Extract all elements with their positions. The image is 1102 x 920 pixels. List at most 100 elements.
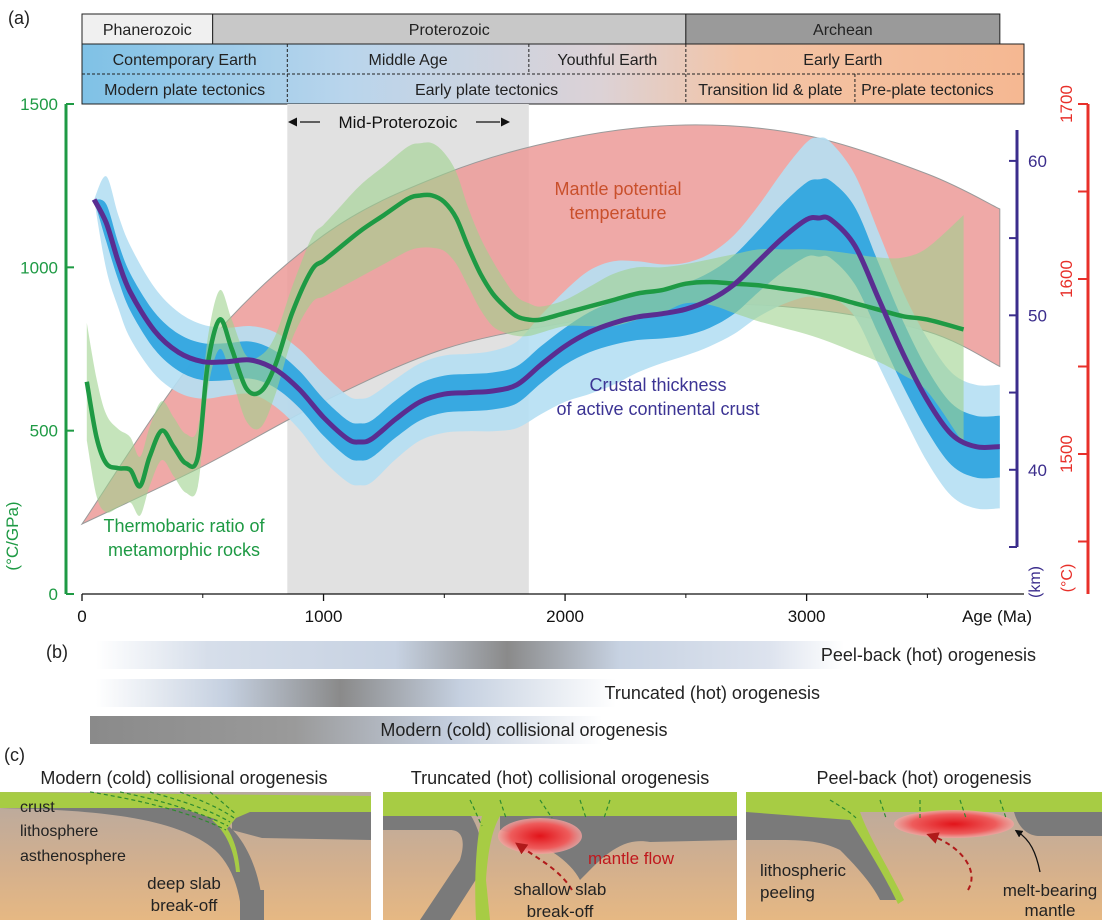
sketch-2-crust <box>383 792 737 920</box>
left-arrow-icon <box>288 117 297 127</box>
x-axis-label: Age (Ma) <box>962 607 1032 626</box>
panel-c: (c) Modern (cold) collisional orogenesis <box>0 745 1102 920</box>
sketch-1-title: Modern (cold) collisional orogenesis <box>40 768 327 788</box>
eon-cell <box>212 13 687 45</box>
crust-thickness-line-layer <box>91 198 1000 451</box>
thermo-annotation-2: metamorphic rocks <box>108 540 260 560</box>
crust-thickness-line <box>91 198 1000 451</box>
temp-axis-label: (°C) <box>1059 564 1076 593</box>
modern-bar <box>90 716 602 744</box>
thermobaric-line <box>84 192 965 489</box>
sketch-1-right-lithosphere <box>232 806 371 840</box>
sketch-3-crust <box>746 792 1102 904</box>
eon-cell <box>685 13 1001 45</box>
temp-tick-label: 1600 <box>1057 260 1076 298</box>
sketch-1-lithosphere-label: lithosphere <box>20 823 98 840</box>
regime-label: Early plate tectonics <box>415 82 558 99</box>
sketch-1-slab-label-2: break-off <box>151 896 218 915</box>
era-label: Contemporary Earth <box>113 52 257 69</box>
sketch-1-slab-crust <box>212 820 240 872</box>
temp-tick-label: 1700 <box>1057 85 1076 123</box>
sketch-3-pointer-arrow <box>1014 829 1041 873</box>
sketch-2-title: Truncated (hot) collisional orogenesis <box>411 768 710 788</box>
sketch-2-crust-fault-lines <box>469 799 611 827</box>
thermobaric-band <box>86 142 964 516</box>
sketch-1-crust-fault-lines <box>89 791 237 831</box>
eon-label: Phanerozoic <box>103 22 192 39</box>
x-tick-label: 0 <box>77 607 86 626</box>
sketch-1-asthenosphere-label: asthenosphere <box>20 848 126 865</box>
sketch-2-slab-label-2: break-off <box>527 902 594 920</box>
km-tick-label: 50 <box>1028 306 1047 325</box>
crust-annotation-1: Crustal thickness <box>589 375 726 395</box>
km-tick-label: 40 <box>1028 461 1047 480</box>
x-tick-label: 1000 <box>305 607 343 626</box>
mantle-annotation-2: temperature <box>569 203 666 223</box>
era-label: Early Earth <box>803 52 882 69</box>
plot-area <box>80 104 1001 594</box>
thermobaric-layer <box>84 142 965 516</box>
sketch-3-melt-label-1: melt-bearing <box>1003 881 1098 900</box>
thermo-annotation-1: Thermobaric ratio of <box>103 516 265 536</box>
peel-back-label: Peel-back (hot) orogenesis <box>821 645 1036 665</box>
sketch-1-crust <box>0 792 371 830</box>
right-arrow-icon <box>501 117 510 127</box>
eon-label: Proterozoic <box>409 22 490 39</box>
left-tick-label: 500 <box>30 422 58 441</box>
era-header: Contemporary Earth Middle Age Youthful Ear… <box>81 43 1025 105</box>
peel-back-bar <box>96 641 844 669</box>
sketch-2-melt-zone <box>498 818 582 854</box>
left-axis-label: (°C/GPa) <box>3 501 22 570</box>
sketch-3-flow-arrow <box>926 832 973 891</box>
left-tick-label: 1000 <box>20 258 58 277</box>
era-label: Middle Age <box>368 52 447 69</box>
km-axis-label: (km) <box>1027 566 1044 598</box>
temp-tick-label: 1500 <box>1057 435 1076 473</box>
panel-a: (a) Phanerozoic Proterozoic Archean Contem… <box>3 8 1090 626</box>
truncated-label: Truncated (hot) orogenesis <box>605 683 820 703</box>
panel-b: (b) <box>46 641 1036 744</box>
x-tick-label: 2000 <box>546 607 584 626</box>
sketch-3-melt-label-2: mantle <box>1024 901 1075 920</box>
panel-label-b: (b) <box>46 642 68 662</box>
regime-label: Pre-plate tectonics <box>861 82 994 99</box>
regime-label: Transition lid & plate <box>698 82 842 99</box>
eon-label: Archean <box>813 22 873 39</box>
sketch-peel-back: Peel-back (hot) orogenesis lithospheric … <box>746 768 1102 920</box>
sketch-3-melt-zone <box>894 810 1014 838</box>
left-tick-label: 1500 <box>20 95 58 114</box>
mid-proterozoic-marker: Mid-Proterozoic <box>288 113 510 132</box>
sketch-1-slab <box>0 800 264 918</box>
panel-label-a: (a) <box>8 8 30 28</box>
eon-header: Phanerozoic Proterozoic Archean <box>81 13 1001 45</box>
left-axis: 0 500 1000 1500 (°C/GPa) <box>3 95 74 604</box>
mantle-annotation-1: Mantle potential <box>554 179 681 199</box>
mid-proterozoic-label: Mid-Proterozoic <box>338 113 458 132</box>
sketch-truncated-hot: Truncated (hot) collisional orogenesis m… <box>383 768 737 920</box>
regime-header: Modern plate tectonics Early plate tecton… <box>104 74 994 104</box>
sketch-1-broken-slab <box>240 890 264 920</box>
sketch-1-slab-label-1: deep slab <box>147 874 221 893</box>
km-tick-label: 60 <box>1028 152 1047 171</box>
sketch-2-flow-label: mantle flow <box>588 849 675 868</box>
sketch-2-lithosphere-left <box>383 814 483 920</box>
era-label: Youthful Earth <box>557 52 657 69</box>
sketch-3-title: Peel-back (hot) orogenesis <box>816 768 1031 788</box>
sketch-3-peel-label-1: lithospheric <box>760 861 846 880</box>
truncated-bar <box>96 679 616 707</box>
sketch-1-crust-label: crust <box>20 799 55 816</box>
x-tick-label: 3000 <box>788 607 826 626</box>
modern-label: Modern (cold) collisional orogenesis <box>380 720 667 740</box>
eon-cell <box>81 13 214 45</box>
km-axis: 40 50 60 (km) <box>1009 130 1047 598</box>
sketch-3-peel-label-2: peeling <box>760 883 815 902</box>
regime-label: Modern plate tectonics <box>104 82 265 99</box>
sketch-3-crust-fault-lines <box>829 799 1007 819</box>
panel-label-c: (c) <box>4 745 25 765</box>
sketch-2-slab-label-1: shallow slab <box>514 880 607 899</box>
sketch-3-lithosphere-right <box>1014 812 1102 836</box>
sketch-modern-cold: Modern (cold) collisional orogenesis cru… <box>0 768 371 920</box>
x-axis: 0 1000 2000 3000 Age (Ma) <box>77 593 1032 626</box>
crust-annotation-2: of active continental crust <box>556 399 759 419</box>
